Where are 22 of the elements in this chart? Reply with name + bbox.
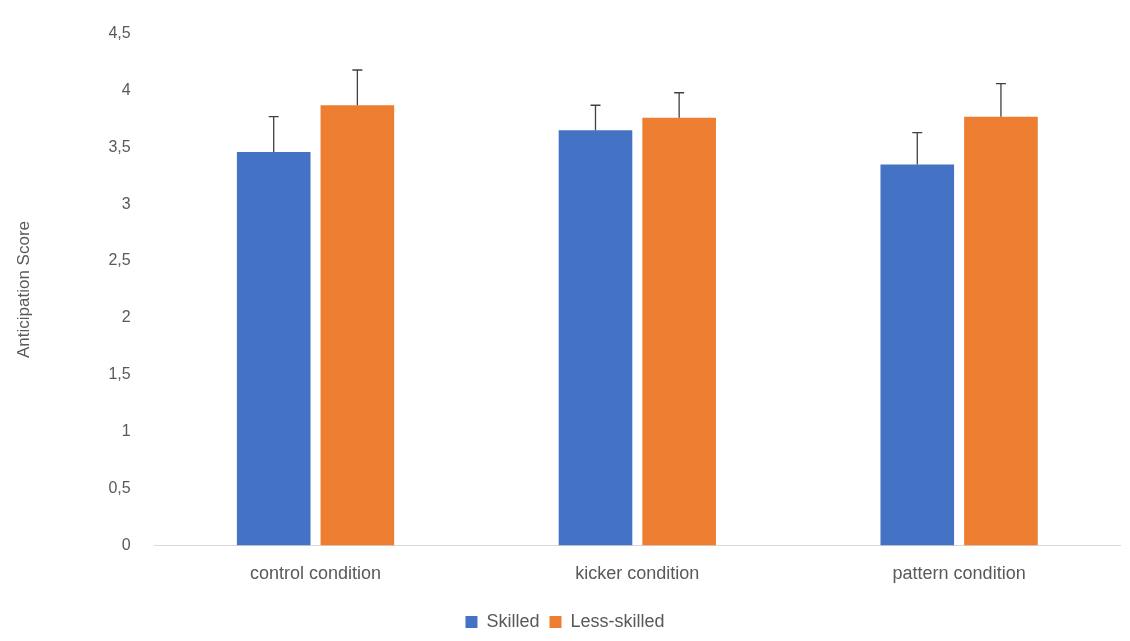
bar bbox=[642, 117, 716, 546]
y-tick-label: 4 bbox=[121, 80, 131, 98]
y-tick-label: 4,5 bbox=[108, 24, 131, 42]
legend-label: Less-skilled bbox=[570, 610, 665, 631]
bar bbox=[880, 164, 955, 546]
y-axis-title: Anticipation Score bbox=[13, 220, 33, 359]
y-tick-label: 0,5 bbox=[108, 478, 131, 496]
y-tick-label: 1 bbox=[121, 422, 131, 440]
x-tick-label: kicker condition bbox=[575, 563, 700, 584]
y-tick-label: 0 bbox=[121, 535, 131, 553]
y-tick-label: 2 bbox=[121, 308, 131, 326]
bar bbox=[320, 105, 395, 546]
x-tick-label: control condition bbox=[249, 563, 382, 584]
y-tick-label: 1,5 bbox=[108, 365, 131, 383]
bar bbox=[236, 151, 311, 546]
y-tick-label: 2,5 bbox=[108, 251, 131, 269]
y-tick-label: 3,5 bbox=[108, 137, 131, 155]
bar bbox=[964, 116, 1038, 546]
legend-label: Skilled bbox=[486, 610, 540, 631]
y-tick-label: 3 bbox=[121, 194, 131, 212]
bar bbox=[558, 130, 633, 546]
x-tick-label: pattern condition bbox=[892, 563, 1026, 584]
